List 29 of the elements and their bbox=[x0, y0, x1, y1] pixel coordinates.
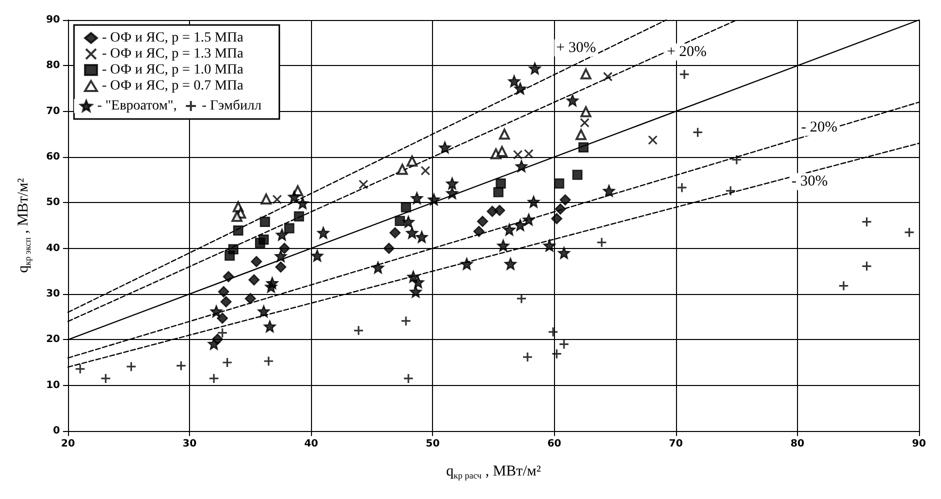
y-tick-label: 0 bbox=[53, 426, 60, 436]
x-tick-label: 70 bbox=[668, 438, 683, 450]
y-tick-label: 90 bbox=[46, 14, 60, 26]
y-tick-label: 40 bbox=[46, 242, 60, 254]
y-tick-label: 30 bbox=[46, 288, 60, 300]
x-tick-label: 80 bbox=[790, 438, 804, 450]
y-tick-label: 70 bbox=[46, 106, 60, 117]
y-tick-label: 50 bbox=[46, 197, 60, 208]
annotation: + 30% bbox=[556, 40, 596, 56]
y-tick-label: 80 bbox=[46, 60, 60, 72]
y-tick-label: 60 bbox=[46, 152, 60, 162]
x-tick-label: 40 bbox=[304, 438, 318, 450]
x-tick-label: 50 bbox=[426, 438, 440, 450]
legend-label: - ОФ и ЯС, p = 1.5 МПа bbox=[102, 30, 244, 46]
legend-label: - ОФ и ЯС, p = 0.7 МПа bbox=[102, 78, 244, 94]
annotation: - 30% bbox=[791, 174, 828, 190]
legend-label: - Гэмбилл bbox=[202, 98, 262, 114]
x-tick-label: 30 bbox=[182, 438, 197, 450]
x-tick-label: 90 bbox=[912, 438, 926, 450]
legend-label: - "Евроатом", bbox=[97, 98, 177, 114]
y-tick-label: 20 bbox=[46, 334, 60, 346]
x-tick-label: 20 bbox=[61, 438, 75, 450]
y-axis-title: qкр эксп , МВт/м² bbox=[16, 178, 32, 273]
legend-label: - ОФ и ЯС, p = 1.0 МПа bbox=[102, 62, 244, 78]
x-tick-label: 60 bbox=[547, 438, 562, 450]
annotation: + 20% bbox=[666, 44, 707, 60]
legend-label: - ОФ и ЯС, p = 1.3 МПа bbox=[102, 46, 244, 62]
annotation: - 20% bbox=[801, 119, 838, 136]
y-tick-label: 10 bbox=[46, 380, 60, 391]
